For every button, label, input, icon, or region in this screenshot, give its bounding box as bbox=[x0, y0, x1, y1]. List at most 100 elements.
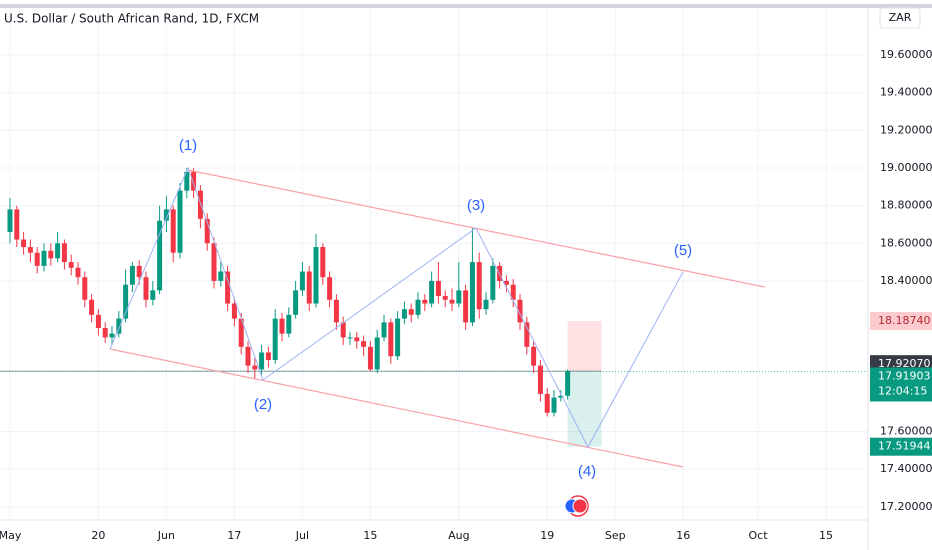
candle-body bbox=[177, 190, 183, 253]
candle-body bbox=[395, 318, 401, 357]
y-tick-label: 17.40000 bbox=[880, 462, 932, 475]
chart-title: U.S. Dollar / South African Rand, 1D, FX… bbox=[4, 12, 259, 26]
candle-body bbox=[333, 299, 339, 323]
wave-label: (3) bbox=[467, 197, 485, 214]
candle-body bbox=[259, 352, 265, 370]
candle-body bbox=[415, 299, 421, 315]
candle-body bbox=[537, 365, 543, 394]
candle-body bbox=[463, 290, 469, 323]
candle-body bbox=[544, 393, 550, 413]
candle-body bbox=[109, 333, 115, 338]
candle-body bbox=[469, 262, 475, 323]
candle-body bbox=[231, 303, 237, 319]
candle-body bbox=[14, 209, 20, 240]
x-tick-label: Oct bbox=[749, 529, 769, 542]
candle-body bbox=[313, 247, 319, 304]
channel-lower bbox=[109, 348, 684, 468]
price-labels: 19.60000 19.40000 19.20000 19.00000 18.80000… bbox=[0, 48, 932, 542]
candle-body bbox=[61, 243, 67, 263]
price-label: 17.92070 bbox=[878, 357, 931, 370]
candle-body bbox=[143, 277, 149, 300]
y-tick-label: 18.40000 bbox=[880, 274, 932, 287]
candle-body bbox=[116, 318, 122, 334]
y-tick-label: 17.60000 bbox=[880, 425, 932, 438]
candle-body bbox=[408, 309, 414, 315]
candle-body bbox=[340, 322, 346, 338]
candle-body bbox=[401, 309, 407, 319]
candle-body bbox=[361, 341, 367, 347]
candle-body bbox=[551, 397, 557, 413]
stop-zone bbox=[567, 320, 602, 372]
candle-body bbox=[41, 250, 47, 266]
x-tick-label: Jun bbox=[157, 529, 175, 542]
candle-body bbox=[245, 346, 251, 366]
x-tick-label: 20 bbox=[91, 529, 105, 542]
candle-body bbox=[197, 190, 203, 219]
candle-body bbox=[21, 239, 27, 248]
currency: ZAR bbox=[889, 11, 912, 24]
wave-label: (5) bbox=[674, 242, 692, 259]
candle-body bbox=[456, 290, 462, 304]
candle-body bbox=[558, 395, 564, 398]
candle-body bbox=[449, 299, 455, 304]
candle-body bbox=[490, 265, 496, 300]
candle-body bbox=[531, 346, 537, 366]
y-tick-label: 19.00000 bbox=[880, 161, 932, 174]
candle-body bbox=[150, 290, 156, 300]
candle-body bbox=[510, 284, 516, 300]
candle-body bbox=[442, 296, 448, 300]
currency-box[interactable] bbox=[879, 7, 921, 29]
candle-body bbox=[184, 171, 190, 191]
candle-body bbox=[238, 318, 244, 347]
price-label: 18.18740 bbox=[878, 314, 931, 327]
candle-body bbox=[279, 318, 285, 334]
candle-body bbox=[123, 284, 129, 319]
candle-body bbox=[435, 280, 441, 296]
candle-body bbox=[272, 318, 278, 360]
x-tick-label: Jul bbox=[295, 529, 309, 542]
x-tick-label: 19 bbox=[540, 529, 554, 542]
x-tick-label: 16 bbox=[676, 529, 690, 542]
candle-body bbox=[170, 209, 176, 253]
candle-body bbox=[163, 209, 169, 221]
position-box bbox=[0, 320, 868, 447]
countdown: 12:04:15 bbox=[878, 384, 927, 397]
candle-body bbox=[7, 209, 13, 232]
top-bar bbox=[0, 4, 932, 8]
x-tick-label: 15 bbox=[819, 529, 833, 542]
candles bbox=[7, 168, 571, 417]
wave-label: (2) bbox=[254, 396, 272, 413]
candle-body bbox=[429, 280, 435, 304]
candle-body bbox=[381, 322, 387, 338]
candle-body bbox=[320, 247, 326, 278]
candle-body bbox=[218, 271, 224, 281]
candle-body bbox=[306, 271, 312, 304]
y-tick-label: 18.80000 bbox=[880, 199, 932, 212]
y-tick-label: 19.40000 bbox=[880, 86, 932, 99]
candle-body bbox=[89, 299, 95, 315]
price-label-box bbox=[870, 437, 932, 456]
candle-body bbox=[68, 262, 74, 268]
drawings bbox=[109, 166, 766, 468]
candle-body bbox=[204, 218, 210, 244]
wave-label: (4) bbox=[578, 463, 596, 480]
y-tick-label: 19.60000 bbox=[880, 48, 932, 61]
price-label-box bbox=[870, 311, 932, 330]
x-tick-label: Aug bbox=[448, 529, 469, 542]
candle-body bbox=[191, 171, 197, 191]
y-tick-label: 17.20000 bbox=[880, 500, 932, 513]
wave-label: (1) bbox=[179, 137, 197, 154]
candle-body bbox=[517, 299, 523, 323]
y-tick-label: 19.20000 bbox=[880, 123, 932, 136]
candle-body bbox=[293, 290, 299, 315]
wave-path bbox=[109, 166, 684, 449]
event-icon[interactable] bbox=[564, 495, 589, 517]
candle-body bbox=[225, 271, 231, 304]
candle-body bbox=[422, 299, 428, 304]
candle-body bbox=[347, 337, 353, 339]
x-tick-label: Sep bbox=[605, 529, 626, 542]
candle-body bbox=[75, 267, 81, 278]
x-tick-label: May bbox=[0, 529, 22, 542]
